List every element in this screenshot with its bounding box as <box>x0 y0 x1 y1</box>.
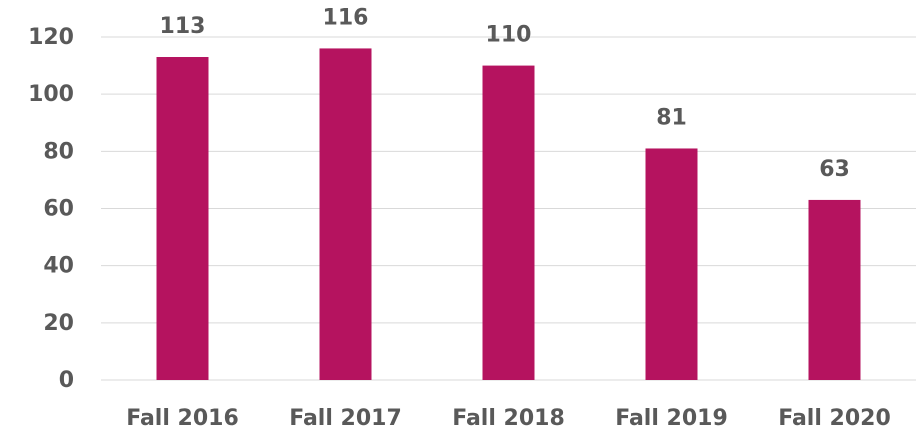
x-tick-label: Fall 2020 <box>778 406 891 431</box>
y-tick-label: 100 <box>28 82 74 107</box>
y-tick-label: 60 <box>43 197 74 222</box>
bar <box>645 148 698 380</box>
value-label: 110 <box>486 23 532 48</box>
value-label: 63 <box>819 157 850 182</box>
y-tick-label: 120 <box>28 25 74 50</box>
y-tick-label: 20 <box>43 311 74 336</box>
y-tick-label: 40 <box>43 254 74 279</box>
value-label: 113 <box>160 14 206 39</box>
x-tick-label: Fall 2016 <box>126 406 239 431</box>
x-tick-label: Fall 2017 <box>289 406 402 431</box>
bar <box>319 48 372 380</box>
bar <box>156 57 209 381</box>
value-label: 81 <box>656 105 687 130</box>
x-tick-label: Fall 2018 <box>452 406 565 431</box>
bar <box>808 199 861 380</box>
x-tick-label: Fall 2019 <box>615 406 728 431</box>
y-tick-label: 80 <box>43 139 74 164</box>
bar <box>482 65 535 380</box>
value-label: 116 <box>323 5 369 30</box>
y-tick-label: 0 <box>59 368 74 393</box>
